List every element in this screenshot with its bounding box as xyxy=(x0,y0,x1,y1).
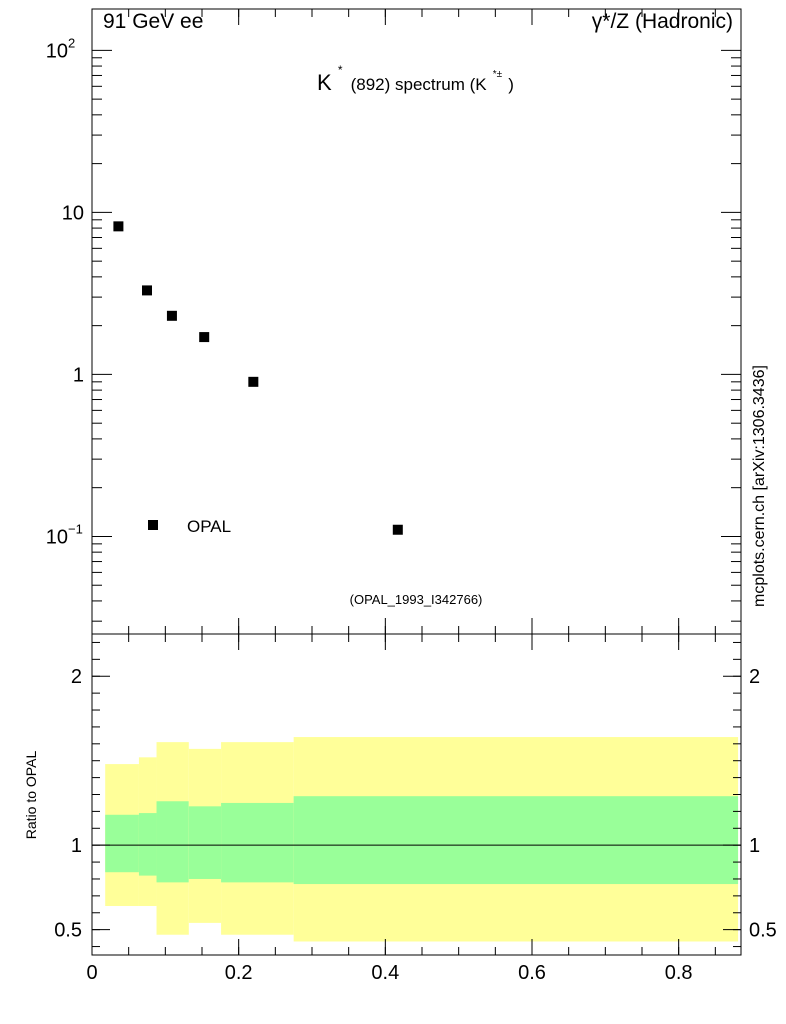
legend: OPAL xyxy=(148,517,231,536)
plot-title: K * (892) spectrum (K *± ) xyxy=(317,54,514,95)
plot-title-main: K xyxy=(317,70,332,95)
ratio-ytick-label: 0.5 xyxy=(54,920,82,942)
ratio-xtick-label: 0.8 xyxy=(665,962,693,984)
ratio-axes: 2 21 10.5 0.50 0.2 0.4 0.6 0.8 xyxy=(54,633,777,984)
data-points xyxy=(113,221,403,535)
side-label: mcplots.cern.ch [arXiv:1306.3436] xyxy=(751,365,768,607)
plot-title-rest: (892) spectrum (K xyxy=(351,75,488,94)
legend-label-opal: OPAL xyxy=(187,517,231,536)
ratio-band-inner xyxy=(221,802,294,883)
main-ytick-exponent: −1 xyxy=(68,521,83,536)
main-frame xyxy=(91,8,742,635)
main-ytick-label: 10 xyxy=(46,526,68,548)
header-left-label: 91 GeV ee xyxy=(103,10,203,33)
data-point xyxy=(248,376,259,387)
main-ytick-exponent: 2 xyxy=(68,35,75,50)
ratio-ytick-label-right: 2 xyxy=(749,666,760,688)
ratio-band-inner xyxy=(293,796,739,885)
ratio-band-inner xyxy=(188,806,222,879)
header-right-label: γ*/Z (Hadronic) xyxy=(592,10,733,33)
legend-marker xyxy=(148,520,158,530)
ratio-bands xyxy=(105,737,739,942)
main-ytick-label: 10 xyxy=(46,40,68,62)
data-point xyxy=(113,221,124,232)
ratio-ytick-label: 1 xyxy=(71,835,82,857)
ratio-xtick-label: 0 xyxy=(86,962,97,984)
data-point xyxy=(392,524,403,535)
ratio-band-inner xyxy=(138,813,157,876)
main-ytick-label: 1 xyxy=(73,364,84,386)
plot-title-rest-sup: *± xyxy=(493,69,503,80)
data-point xyxy=(166,310,177,321)
ratio-band-inner xyxy=(105,814,139,873)
ratio-xtick-label: 0.4 xyxy=(371,962,399,984)
ratio-band-inner xyxy=(156,801,189,883)
main-ytick-label: 10 xyxy=(62,202,84,224)
ratio-ytick-label: 2 xyxy=(71,666,82,688)
plot-title-close: ) xyxy=(508,75,514,94)
ratio-ytick-label-right: 1 xyxy=(749,835,760,857)
plot-title-main-sup: * xyxy=(338,63,343,77)
ratio-panel: 2 21 10.5 0.50 0.2 0.4 0.6 0.8 Ratio to OPAL xyxy=(23,633,777,984)
ratio-ytick-label-right: 0.5 xyxy=(749,920,777,942)
data-point xyxy=(142,285,152,296)
ratio-xtick-label: 0.2 xyxy=(225,962,253,984)
analysis-id: (OPAL_1993_I342766) xyxy=(350,592,483,607)
ratio-ylabel: Ratio to OPAL xyxy=(23,751,39,840)
ratio-xtick-label: 0.6 xyxy=(518,962,546,984)
data-point xyxy=(199,332,210,343)
